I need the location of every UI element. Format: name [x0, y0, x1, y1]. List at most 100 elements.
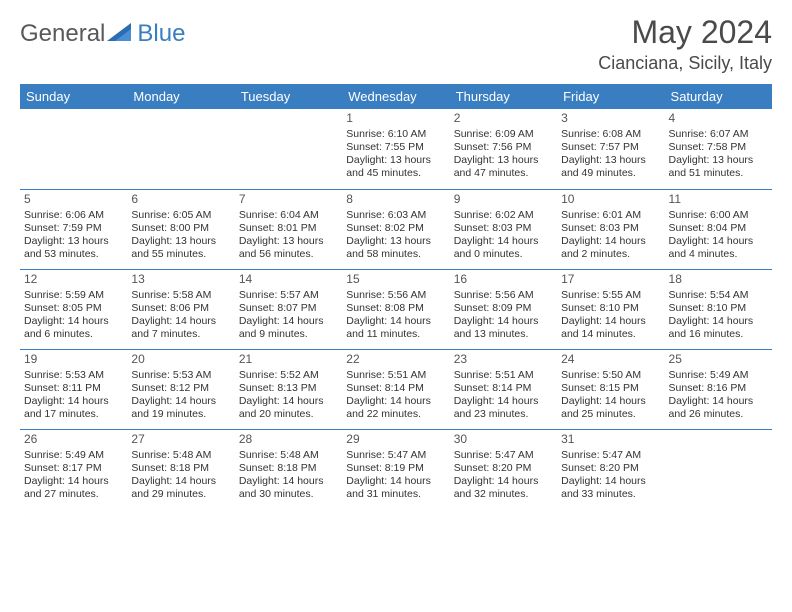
day-number: 2: [454, 111, 553, 126]
location-subtitle: Cianciana, Sicily, Italy: [598, 53, 772, 74]
sunrise-line: Sunrise: 5:53 AM: [24, 369, 123, 382]
sunrise-line: Sunrise: 5:49 AM: [669, 369, 768, 382]
calendar-day-empty: [127, 109, 234, 189]
col-monday: Monday: [127, 84, 234, 109]
calendar-day: 8Sunrise: 6:03 AMSunset: 8:02 PMDaylight…: [342, 189, 449, 269]
daylight-line: Daylight: 14 hours and 29 minutes.: [131, 475, 230, 501]
day-number: 16: [454, 272, 553, 287]
calendar-day: 25Sunrise: 5:49 AMSunset: 8:16 PMDayligh…: [665, 349, 772, 429]
daylight-line: Daylight: 14 hours and 9 minutes.: [239, 315, 338, 341]
calendar-day: 5Sunrise: 6:06 AMSunset: 7:59 PMDaylight…: [20, 189, 127, 269]
day-number: 18: [669, 272, 768, 287]
col-friday: Friday: [557, 84, 664, 109]
calendar-day: 9Sunrise: 6:02 AMSunset: 8:03 PMDaylight…: [450, 189, 557, 269]
sunrise-line: Sunrise: 5:47 AM: [561, 449, 660, 462]
sunset-line: Sunset: 8:14 PM: [454, 382, 553, 395]
day-number: 4: [669, 111, 768, 126]
daylight-line: Daylight: 14 hours and 0 minutes.: [454, 235, 553, 261]
sunset-line: Sunset: 8:09 PM: [454, 302, 553, 315]
day-number: 19: [24, 352, 123, 367]
calendar-day: 2Sunrise: 6:09 AMSunset: 7:56 PMDaylight…: [450, 109, 557, 189]
sunrise-line: Sunrise: 5:50 AM: [561, 369, 660, 382]
daylight-line: Daylight: 14 hours and 19 minutes.: [131, 395, 230, 421]
sunset-line: Sunset: 8:08 PM: [346, 302, 445, 315]
col-thursday: Thursday: [450, 84, 557, 109]
calendar-day: 18Sunrise: 5:54 AMSunset: 8:10 PMDayligh…: [665, 269, 772, 349]
daylight-line: Daylight: 13 hours and 45 minutes.: [346, 154, 445, 180]
sunrise-line: Sunrise: 5:48 AM: [239, 449, 338, 462]
day-number: 27: [131, 432, 230, 447]
header-row: Sunday Monday Tuesday Wednesday Thursday…: [20, 84, 772, 109]
calendar-table: Sunday Monday Tuesday Wednesday Thursday…: [20, 84, 772, 509]
day-number: 21: [239, 352, 338, 367]
daylight-line: Daylight: 13 hours and 47 minutes.: [454, 154, 553, 180]
day-number: 28: [239, 432, 338, 447]
logo-text-blue: Blue: [137, 20, 185, 48]
calendar-day-empty: [665, 429, 772, 509]
calendar-day: 11Sunrise: 6:00 AMSunset: 8:04 PMDayligh…: [665, 189, 772, 269]
calendar-day: 23Sunrise: 5:51 AMSunset: 8:14 PMDayligh…: [450, 349, 557, 429]
sunset-line: Sunset: 8:01 PM: [239, 222, 338, 235]
col-tuesday: Tuesday: [235, 84, 342, 109]
calendar-week: 1Sunrise: 6:10 AMSunset: 7:55 PMDaylight…: [20, 109, 772, 189]
sunrise-line: Sunrise: 5:58 AM: [131, 289, 230, 302]
calendar-day: 31Sunrise: 5:47 AMSunset: 8:20 PMDayligh…: [557, 429, 664, 509]
daylight-line: Daylight: 14 hours and 23 minutes.: [454, 395, 553, 421]
calendar-week: 5Sunrise: 6:06 AMSunset: 7:59 PMDaylight…: [20, 189, 772, 269]
header: General Blue May 2024 Cianciana, Sicily,…: [20, 14, 772, 74]
sunset-line: Sunset: 7:56 PM: [454, 141, 553, 154]
day-number: 8: [346, 192, 445, 207]
day-number: 12: [24, 272, 123, 287]
sunrise-line: Sunrise: 5:57 AM: [239, 289, 338, 302]
daylight-line: Daylight: 14 hours and 20 minutes.: [239, 395, 338, 421]
daylight-line: Daylight: 14 hours and 33 minutes.: [561, 475, 660, 501]
sunrise-line: Sunrise: 6:05 AM: [131, 209, 230, 222]
sunset-line: Sunset: 8:05 PM: [24, 302, 123, 315]
sunset-line: Sunset: 8:11 PM: [24, 382, 123, 395]
daylight-line: Daylight: 14 hours and 14 minutes.: [561, 315, 660, 341]
day-number: 26: [24, 432, 123, 447]
day-number: 11: [669, 192, 768, 207]
day-number: 23: [454, 352, 553, 367]
daylight-line: Daylight: 13 hours and 55 minutes.: [131, 235, 230, 261]
sunrise-line: Sunrise: 6:03 AM: [346, 209, 445, 222]
daylight-line: Daylight: 14 hours and 2 minutes.: [561, 235, 660, 261]
sunset-line: Sunset: 8:07 PM: [239, 302, 338, 315]
calendar-day: 10Sunrise: 6:01 AMSunset: 8:03 PMDayligh…: [557, 189, 664, 269]
daylight-line: Daylight: 14 hours and 16 minutes.: [669, 315, 768, 341]
triangle-icon: [107, 21, 135, 48]
sunrise-line: Sunrise: 6:08 AM: [561, 128, 660, 141]
calendar-day: 27Sunrise: 5:48 AMSunset: 8:18 PMDayligh…: [127, 429, 234, 509]
day-number: 25: [669, 352, 768, 367]
day-number: 14: [239, 272, 338, 287]
daylight-line: Daylight: 14 hours and 4 minutes.: [669, 235, 768, 261]
sunrise-line: Sunrise: 5:47 AM: [454, 449, 553, 462]
sunrise-line: Sunrise: 5:51 AM: [346, 369, 445, 382]
daylight-line: Daylight: 14 hours and 25 minutes.: [561, 395, 660, 421]
col-sunday: Sunday: [20, 84, 127, 109]
calendar-day: 6Sunrise: 6:05 AMSunset: 8:00 PMDaylight…: [127, 189, 234, 269]
daylight-line: Daylight: 13 hours and 49 minutes.: [561, 154, 660, 180]
sunset-line: Sunset: 8:10 PM: [669, 302, 768, 315]
calendar-day: 7Sunrise: 6:04 AMSunset: 8:01 PMDaylight…: [235, 189, 342, 269]
sunset-line: Sunset: 8:00 PM: [131, 222, 230, 235]
daylight-line: Daylight: 14 hours and 27 minutes.: [24, 475, 123, 501]
daylight-line: Daylight: 14 hours and 6 minutes.: [24, 315, 123, 341]
calendar-day-empty: [20, 109, 127, 189]
sunrise-line: Sunrise: 5:56 AM: [454, 289, 553, 302]
calendar-week: 19Sunrise: 5:53 AMSunset: 8:11 PMDayligh…: [20, 349, 772, 429]
sunrise-line: Sunrise: 6:06 AM: [24, 209, 123, 222]
sunrise-line: Sunrise: 5:53 AM: [131, 369, 230, 382]
calendar-day: 22Sunrise: 5:51 AMSunset: 8:14 PMDayligh…: [342, 349, 449, 429]
title-block: May 2024 Cianciana, Sicily, Italy: [598, 14, 772, 74]
sunset-line: Sunset: 8:16 PM: [669, 382, 768, 395]
day-number: 20: [131, 352, 230, 367]
sunset-line: Sunset: 8:06 PM: [131, 302, 230, 315]
sunrise-line: Sunrise: 6:10 AM: [346, 128, 445, 141]
day-number: 3: [561, 111, 660, 126]
day-number: 22: [346, 352, 445, 367]
daylight-line: Daylight: 14 hours and 31 minutes.: [346, 475, 445, 501]
sunrise-line: Sunrise: 5:47 AM: [346, 449, 445, 462]
calendar-day: 4Sunrise: 6:07 AMSunset: 7:58 PMDaylight…: [665, 109, 772, 189]
sunrise-line: Sunrise: 5:59 AM: [24, 289, 123, 302]
